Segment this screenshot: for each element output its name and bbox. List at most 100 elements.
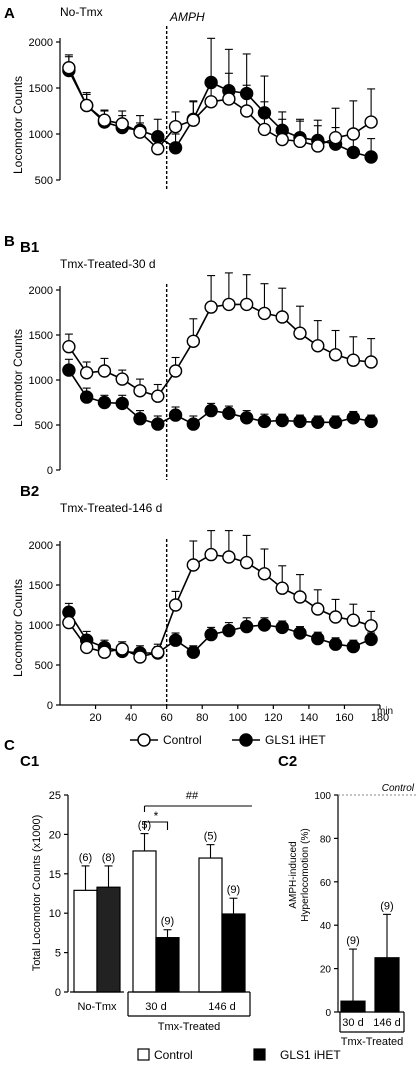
panel-a-control-point — [79, 98, 94, 113]
legend-top-het-marker — [239, 733, 253, 747]
panel-b2-ytick-label: 2000 — [29, 540, 53, 552]
panel-b2-xtick-label: 180 — [371, 712, 389, 724]
panel-a-het-point — [346, 145, 361, 160]
panel-b1-control-point — [97, 364, 112, 378]
legend-bottom-control-swatch — [137, 1048, 150, 1061]
panel-c1-ytick-label: 0 — [55, 987, 61, 999]
panel-c2-ytick-label: 100 — [314, 791, 331, 802]
panel-b1-control-point — [79, 366, 94, 380]
panel-a-ylabel: Locomotor Counts — [11, 76, 25, 174]
panel-b1-het-point — [346, 411, 361, 425]
legend-top-het-label: GLS1 iHET — [265, 733, 326, 747]
panel-a-control-point — [346, 127, 361, 141]
legend-bottom: Control GLS1 iHET — [137, 1048, 341, 1062]
panel-b1-het-point — [62, 363, 76, 377]
panel-a-control-point — [97, 113, 112, 127]
legend-bottom-het-swatch — [253, 1048, 266, 1061]
panel-letter-b1: B1 — [20, 239, 39, 256]
panel-b1-title: Tmx-Treated-30 d — [60, 257, 156, 271]
panel-a-control-point — [275, 132, 289, 147]
panel-b1-het-point — [168, 408, 183, 422]
panel-letter-c1: C1 — [20, 753, 39, 770]
panel-b1-het-point — [151, 417, 165, 431]
panel-b1-control-point — [151, 389, 165, 403]
panel-c1-group-label: 146 d — [208, 1001, 236, 1013]
panel-a-het-line — [68, 70, 372, 158]
panel-b1-het-point — [364, 414, 378, 429]
panel-b2-het-line — [68, 611, 372, 654]
panel-c1-bracket-label: Tmx-Treated — [158, 1021, 221, 1033]
plots-layer: 5001000150020000500100015002000050010001… — [29, 26, 416, 1048]
panel-b1-control-point — [328, 348, 343, 362]
panel-b1-ytick-label: 1500 — [29, 330, 53, 342]
panel-letter-a: A — [4, 5, 15, 22]
panel-c2-reference-label: Control — [382, 783, 415, 794]
panel-b1-het-point — [257, 414, 272, 429]
panel-a-ytick-label: 2000 — [29, 37, 53, 49]
panel-b2-control-point — [62, 615, 76, 630]
panel-b2-control-point — [293, 590, 307, 604]
panel-a-control-point — [257, 122, 272, 137]
panel-b1-control-point — [239, 297, 254, 312]
panel-b1-ytick-label: 500 — [35, 420, 53, 432]
panel-a-control-point — [364, 115, 378, 129]
panel-c1-bar — [96, 886, 121, 993]
panel-b1-control-point — [186, 334, 201, 348]
panel-b1-het-point — [115, 396, 129, 411]
panel-b1-control-point — [311, 339, 325, 353]
panel-b2-xtick-label: 100 — [229, 712, 247, 724]
panel-b2-control-point — [204, 547, 218, 562]
panel-c1-n-label: (9) — [161, 916, 174, 928]
panel-a-het-point — [168, 141, 183, 155]
panel-b1-het-point — [328, 415, 343, 429]
panel-letter-c: C — [4, 737, 15, 754]
panel-b2-xtick-label: 160 — [335, 712, 353, 724]
panel-b2-xunit: min — [377, 706, 393, 717]
panel-a-ytick-label: 1500 — [29, 83, 53, 95]
panel-b2-control-point — [79, 640, 94, 655]
panel-c1-ytick-label: 15 — [49, 869, 61, 881]
panel-b2-control-point — [151, 645, 165, 659]
panel-b1-het-point — [204, 403, 218, 418]
panel-a-het-point — [364, 150, 378, 164]
panel-b1-control-point — [115, 372, 129, 386]
panel-c1-n-label: (9) — [227, 884, 240, 896]
panel-b2-het-point — [328, 637, 343, 651]
panel-b2-ytick-label: 500 — [35, 660, 53, 672]
panel-c1-ytick-label: 10 — [49, 908, 61, 920]
panel-b2-het-point — [346, 639, 361, 654]
panel-b2-control-point — [346, 613, 361, 627]
panel-a-control-point — [311, 139, 325, 153]
panel-b1-ytick-label: 1000 — [29, 375, 53, 387]
panel-b1-control-point — [293, 326, 307, 340]
panel-b1-control-point — [62, 340, 76, 354]
panel-b2-het-point — [364, 632, 378, 647]
panel-b2-het-point — [204, 627, 218, 642]
amph-annotation: AMPH — [169, 10, 205, 24]
panel-letter-b2: B2 — [20, 483, 39, 500]
panel-c1-bar — [198, 857, 223, 993]
panel-c2-ylabel-line1: AMPH-induced — [288, 841, 299, 908]
panel-b1-control-point — [133, 384, 147, 398]
panel-c1-bar — [221, 913, 246, 993]
panel-b2-control-point — [275, 581, 289, 595]
panel-c1-sig-bracket-star — [143, 821, 169, 830]
panel-c1-n-label: (8) — [102, 852, 115, 864]
panel-b2-control-point — [168, 598, 183, 612]
panel-b2-control-point — [364, 619, 378, 633]
panel-b1-het-point — [222, 406, 236, 420]
panel-b1-control-point — [275, 310, 289, 324]
panel-c2-value-label: 5% — [346, 1001, 361, 1012]
legend-top-control-marker — [137, 733, 151, 747]
panel-b2-control-point — [133, 650, 147, 664]
panel-b1-het-point — [79, 390, 94, 404]
legend-top: Control GLS1 iHET — [130, 733, 326, 747]
panel-b1-het-point — [186, 417, 201, 431]
panel-a-control-point — [328, 130, 343, 145]
legend-bottom-het-label: GLS1 iHET — [280, 1048, 341, 1062]
panel-b2-het-point — [311, 631, 325, 646]
panel-c2-bar-label: 30 d — [342, 1017, 363, 1029]
panel-b2-control-point — [328, 610, 343, 624]
panel-b2-het-point — [168, 633, 183, 647]
